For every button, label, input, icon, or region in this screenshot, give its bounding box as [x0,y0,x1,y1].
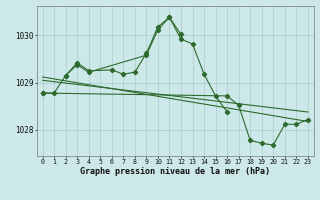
X-axis label: Graphe pression niveau de la mer (hPa): Graphe pression niveau de la mer (hPa) [80,167,270,176]
